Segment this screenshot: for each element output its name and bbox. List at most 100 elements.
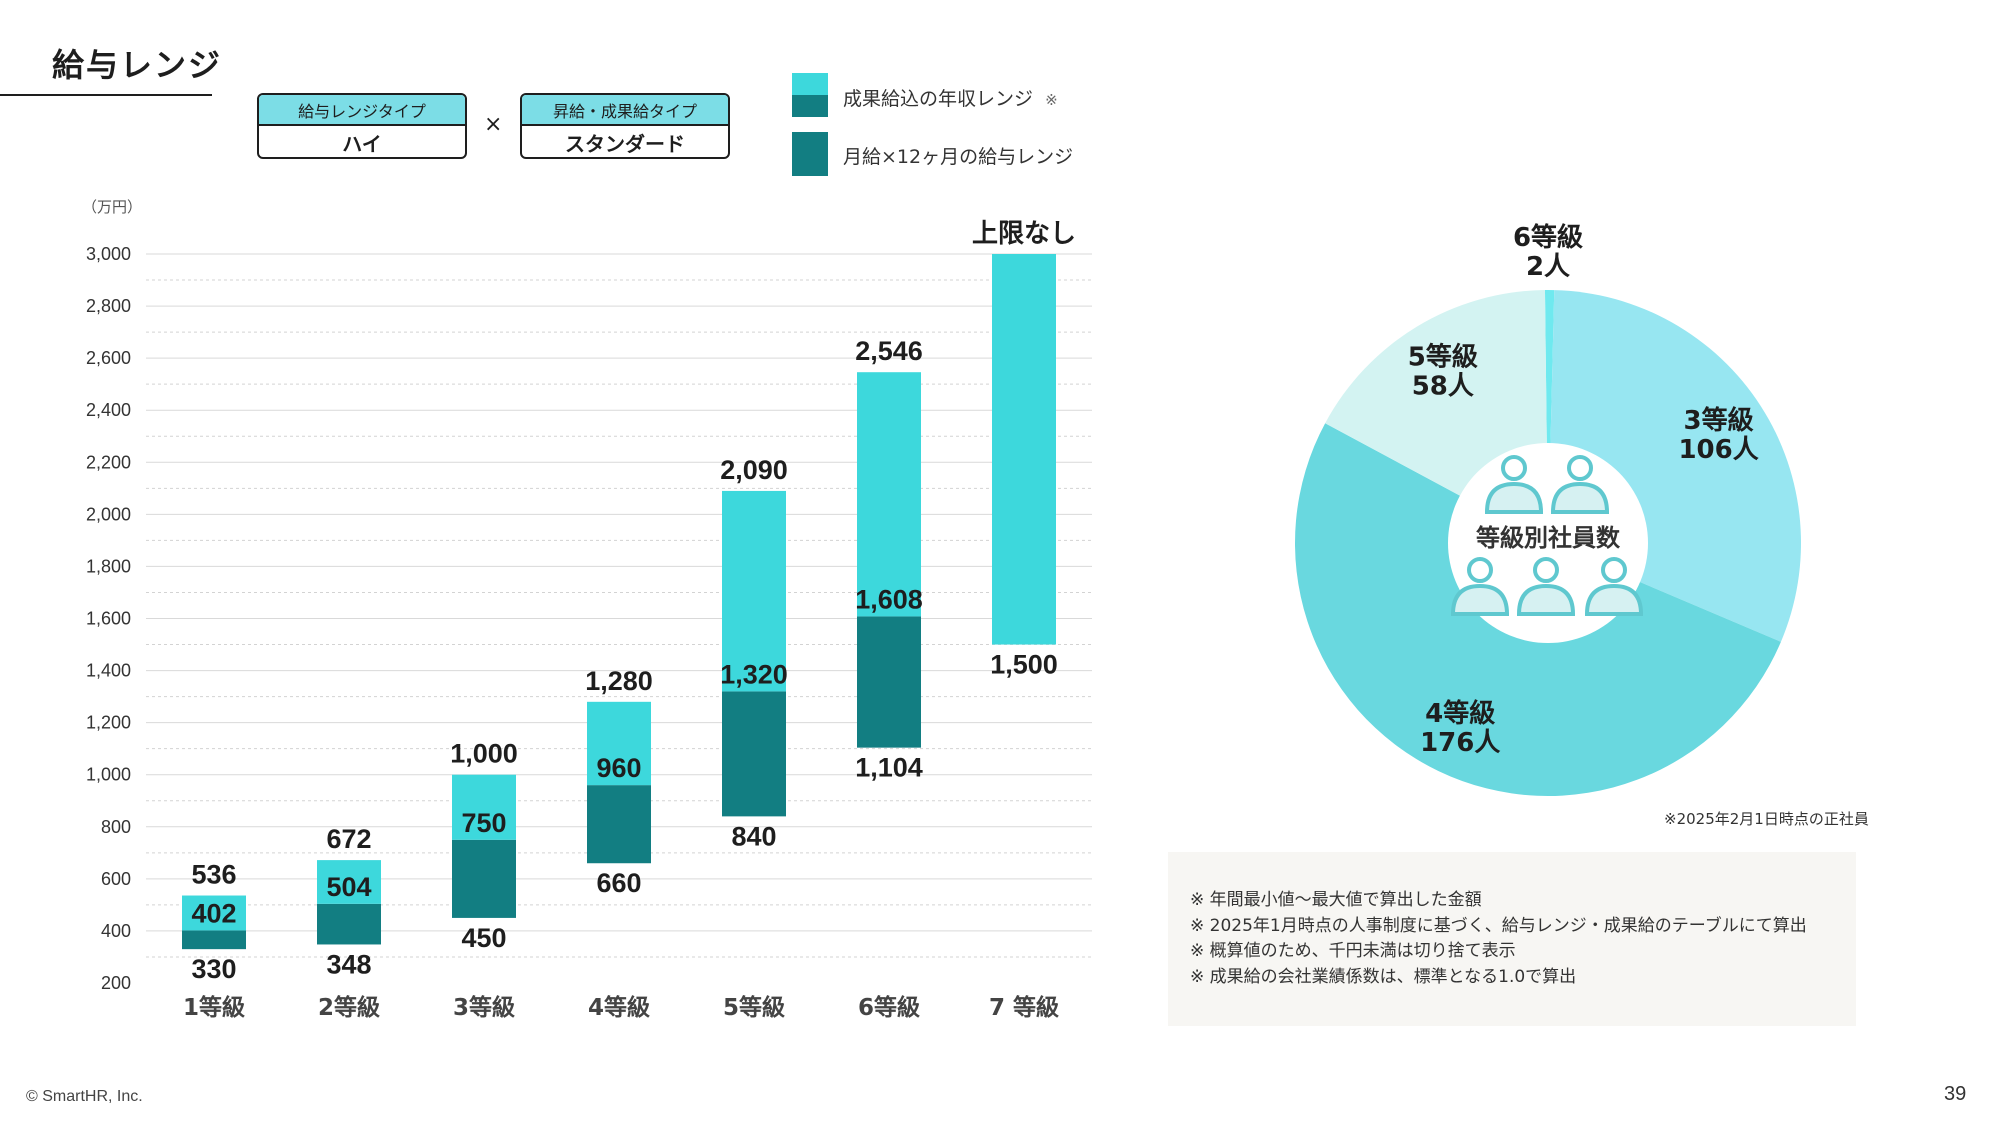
pie-slice-count: 2人: [1526, 252, 1570, 282]
bar-bottom-label: 1,500: [990, 650, 1058, 680]
bar-bottom-label: 348: [326, 949, 371, 979]
x-category-label: 6等級: [858, 994, 920, 1021]
bar-bottom-label: 450: [461, 923, 506, 953]
pie-slice-label: 3等級: [1684, 405, 1754, 436]
pie-center-label: 等級別社員数: [1476, 524, 1621, 552]
legend-note-mark: ※: [1045, 91, 1058, 109]
bar-segment: [857, 616, 921, 748]
bar-mid-label: 1,320: [720, 659, 788, 689]
y-tick-label: 2,000: [86, 504, 131, 524]
note-line: ※ 成果給の会社業績係数は、標準となる1.0で算出: [1190, 966, 1577, 987]
notes-box: ※ 年間最小値〜最大値で算出した金額 ※ 2025年1月時点の人事制度に基づく、…: [1168, 852, 1856, 1026]
y-axis-ticks: 3,000 2,800 2,600 2,400 2,200 2,000 1,800 1,600…: [86, 244, 131, 993]
legend-label-bonus-text: 成果給込の年収レンジ: [843, 88, 1034, 110]
note-line: ※ 2025年1月時点の人事制度に基づく、給与レンジ・成果給のテーブルにて算出: [1190, 915, 1807, 936]
bar-top-label: 1,000: [450, 739, 518, 769]
page-number: 39: [1944, 1083, 1967, 1105]
person-icon: [1550, 455, 1610, 514]
legend-label-bonus: 成果給込の年収レンジ ※: [843, 84, 1058, 111]
bar-segment: [452, 839, 516, 918]
bar-segment: [587, 701, 651, 786]
bar-top-label: 2,090: [720, 455, 788, 485]
bar-segment: [452, 774, 516, 840]
pie-slice-label: 6等級: [1513, 222, 1583, 253]
salary-range-type-label: 給与レンジタイプ: [259, 95, 465, 126]
person-icon: [1516, 557, 1576, 616]
bar-segment: [857, 372, 921, 617]
x-axis-categories: 1等級 2等級 3等級 4等級 5等級 6等級 7 等級: [183, 994, 1059, 1021]
note-line: ※ 年間最小値〜最大値で算出した金額: [1190, 890, 1482, 910]
raise-bonus-type-label: 昇給・成果給タイプ: [522, 95, 728, 126]
x-category-label: 1等級: [183, 994, 245, 1021]
person-icon: [1484, 455, 1544, 514]
y-tick-label: 1,400: [86, 661, 131, 681]
y-tick-label: 200: [101, 973, 131, 993]
bar-top-label: 1,280: [585, 666, 653, 696]
bar-segment: [587, 785, 651, 864]
raise-bonus-type-tag: 昇給・成果給タイプ スタンダード: [520, 93, 730, 159]
times-sign: ×: [484, 112, 503, 137]
pie-slice-count: 176人: [1420, 728, 1500, 758]
pie-slice-label: 4等級: [1425, 698, 1495, 729]
x-category-label: 4等級: [588, 994, 650, 1021]
bar-segment: [317, 903, 381, 945]
legend-label-monthly: 月給×12ヶ月の給与レンジ: [843, 146, 1074, 168]
y-tick-label: 800: [101, 817, 131, 837]
bar-mid-label: 750: [461, 808, 506, 838]
y-tick-label: 1,000: [86, 765, 131, 785]
bar-segment: [182, 895, 246, 931]
y-tick-label: 3,000: [86, 244, 131, 264]
y-tick-label: 600: [101, 869, 131, 889]
x-category-label: 7 等級: [989, 994, 1059, 1021]
people-group-icon: [1450, 455, 1644, 616]
bar-bottom-label: 660: [596, 868, 641, 898]
chart-grid: [146, 253, 1092, 958]
y-tick-label: 1,600: [86, 609, 131, 629]
bar-bottom-label: 330: [191, 954, 236, 984]
y-tick-label: 1,200: [86, 713, 131, 733]
bar-top-label: 上限なし: [972, 219, 1076, 249]
y-tick-label: 2,400: [86, 400, 131, 420]
person-icon: [1584, 557, 1644, 616]
bar-segment: [992, 254, 1056, 645]
bar-top-label: 536: [191, 860, 236, 890]
bar-mid-label: 402: [191, 898, 236, 928]
salary-range-type-value: ハイ: [342, 132, 382, 156]
bar-segment: [182, 930, 246, 950]
y-tick-label: 2,200: [86, 452, 131, 472]
x-category-label: 3等級: [453, 994, 515, 1021]
chart-bars: [182, 254, 1056, 950]
legend-swatch-monthly: [792, 132, 828, 176]
bar-top-label: 672: [326, 824, 371, 854]
bar-mid-label: 504: [326, 872, 371, 902]
y-tick-label: 2,600: [86, 348, 131, 368]
salary-range-type-tag: 給与レンジタイプ ハイ: [257, 93, 467, 159]
page-title: 給与レンジ: [52, 46, 223, 84]
bar-segment: [722, 691, 786, 817]
pie-slice-count: 58人: [1412, 371, 1474, 401]
pie-slice-label: 5等級: [1408, 341, 1478, 372]
salary-range-chart: 3,000 2,800 2,600 2,400 2,200 2,000 1,800 1,600…: [82, 198, 1092, 1021]
person-icon: [1450, 557, 1510, 616]
y-tick-label: 1,800: [86, 556, 131, 576]
bar-mid-label: 960: [596, 753, 641, 783]
x-category-label: 2等級: [318, 994, 380, 1021]
bar-mid-label: 1,608: [855, 584, 923, 614]
raise-bonus-type-value: スタンダード: [565, 132, 685, 156]
bar-bottom-label: 840: [731, 821, 776, 851]
chart-value-labels: 536 402 330 672 504 348 1,000 750 450 1,280 960 660…: [191, 219, 1076, 984]
y-tick-label: 400: [101, 921, 131, 941]
x-category-label: 5等級: [723, 994, 785, 1021]
note-line: ※ 概算値のため、千円未満は切り捨て表示: [1190, 941, 1516, 961]
title-underline: [0, 94, 212, 96]
legend-swatch-bonus: [792, 73, 828, 117]
bar-segment: [317, 860, 381, 904]
y-tick-label: 2,800: [86, 296, 131, 316]
y-axis-unit: （万円）: [82, 198, 142, 216]
pie-slice-count: 106人: [1678, 435, 1758, 465]
footer-copyright: © SmartHR, Inc.: [26, 1088, 143, 1105]
pie-footnote: ※2025年2月1日時点の正社員: [1664, 810, 1869, 828]
bar-segment: [722, 490, 786, 692]
